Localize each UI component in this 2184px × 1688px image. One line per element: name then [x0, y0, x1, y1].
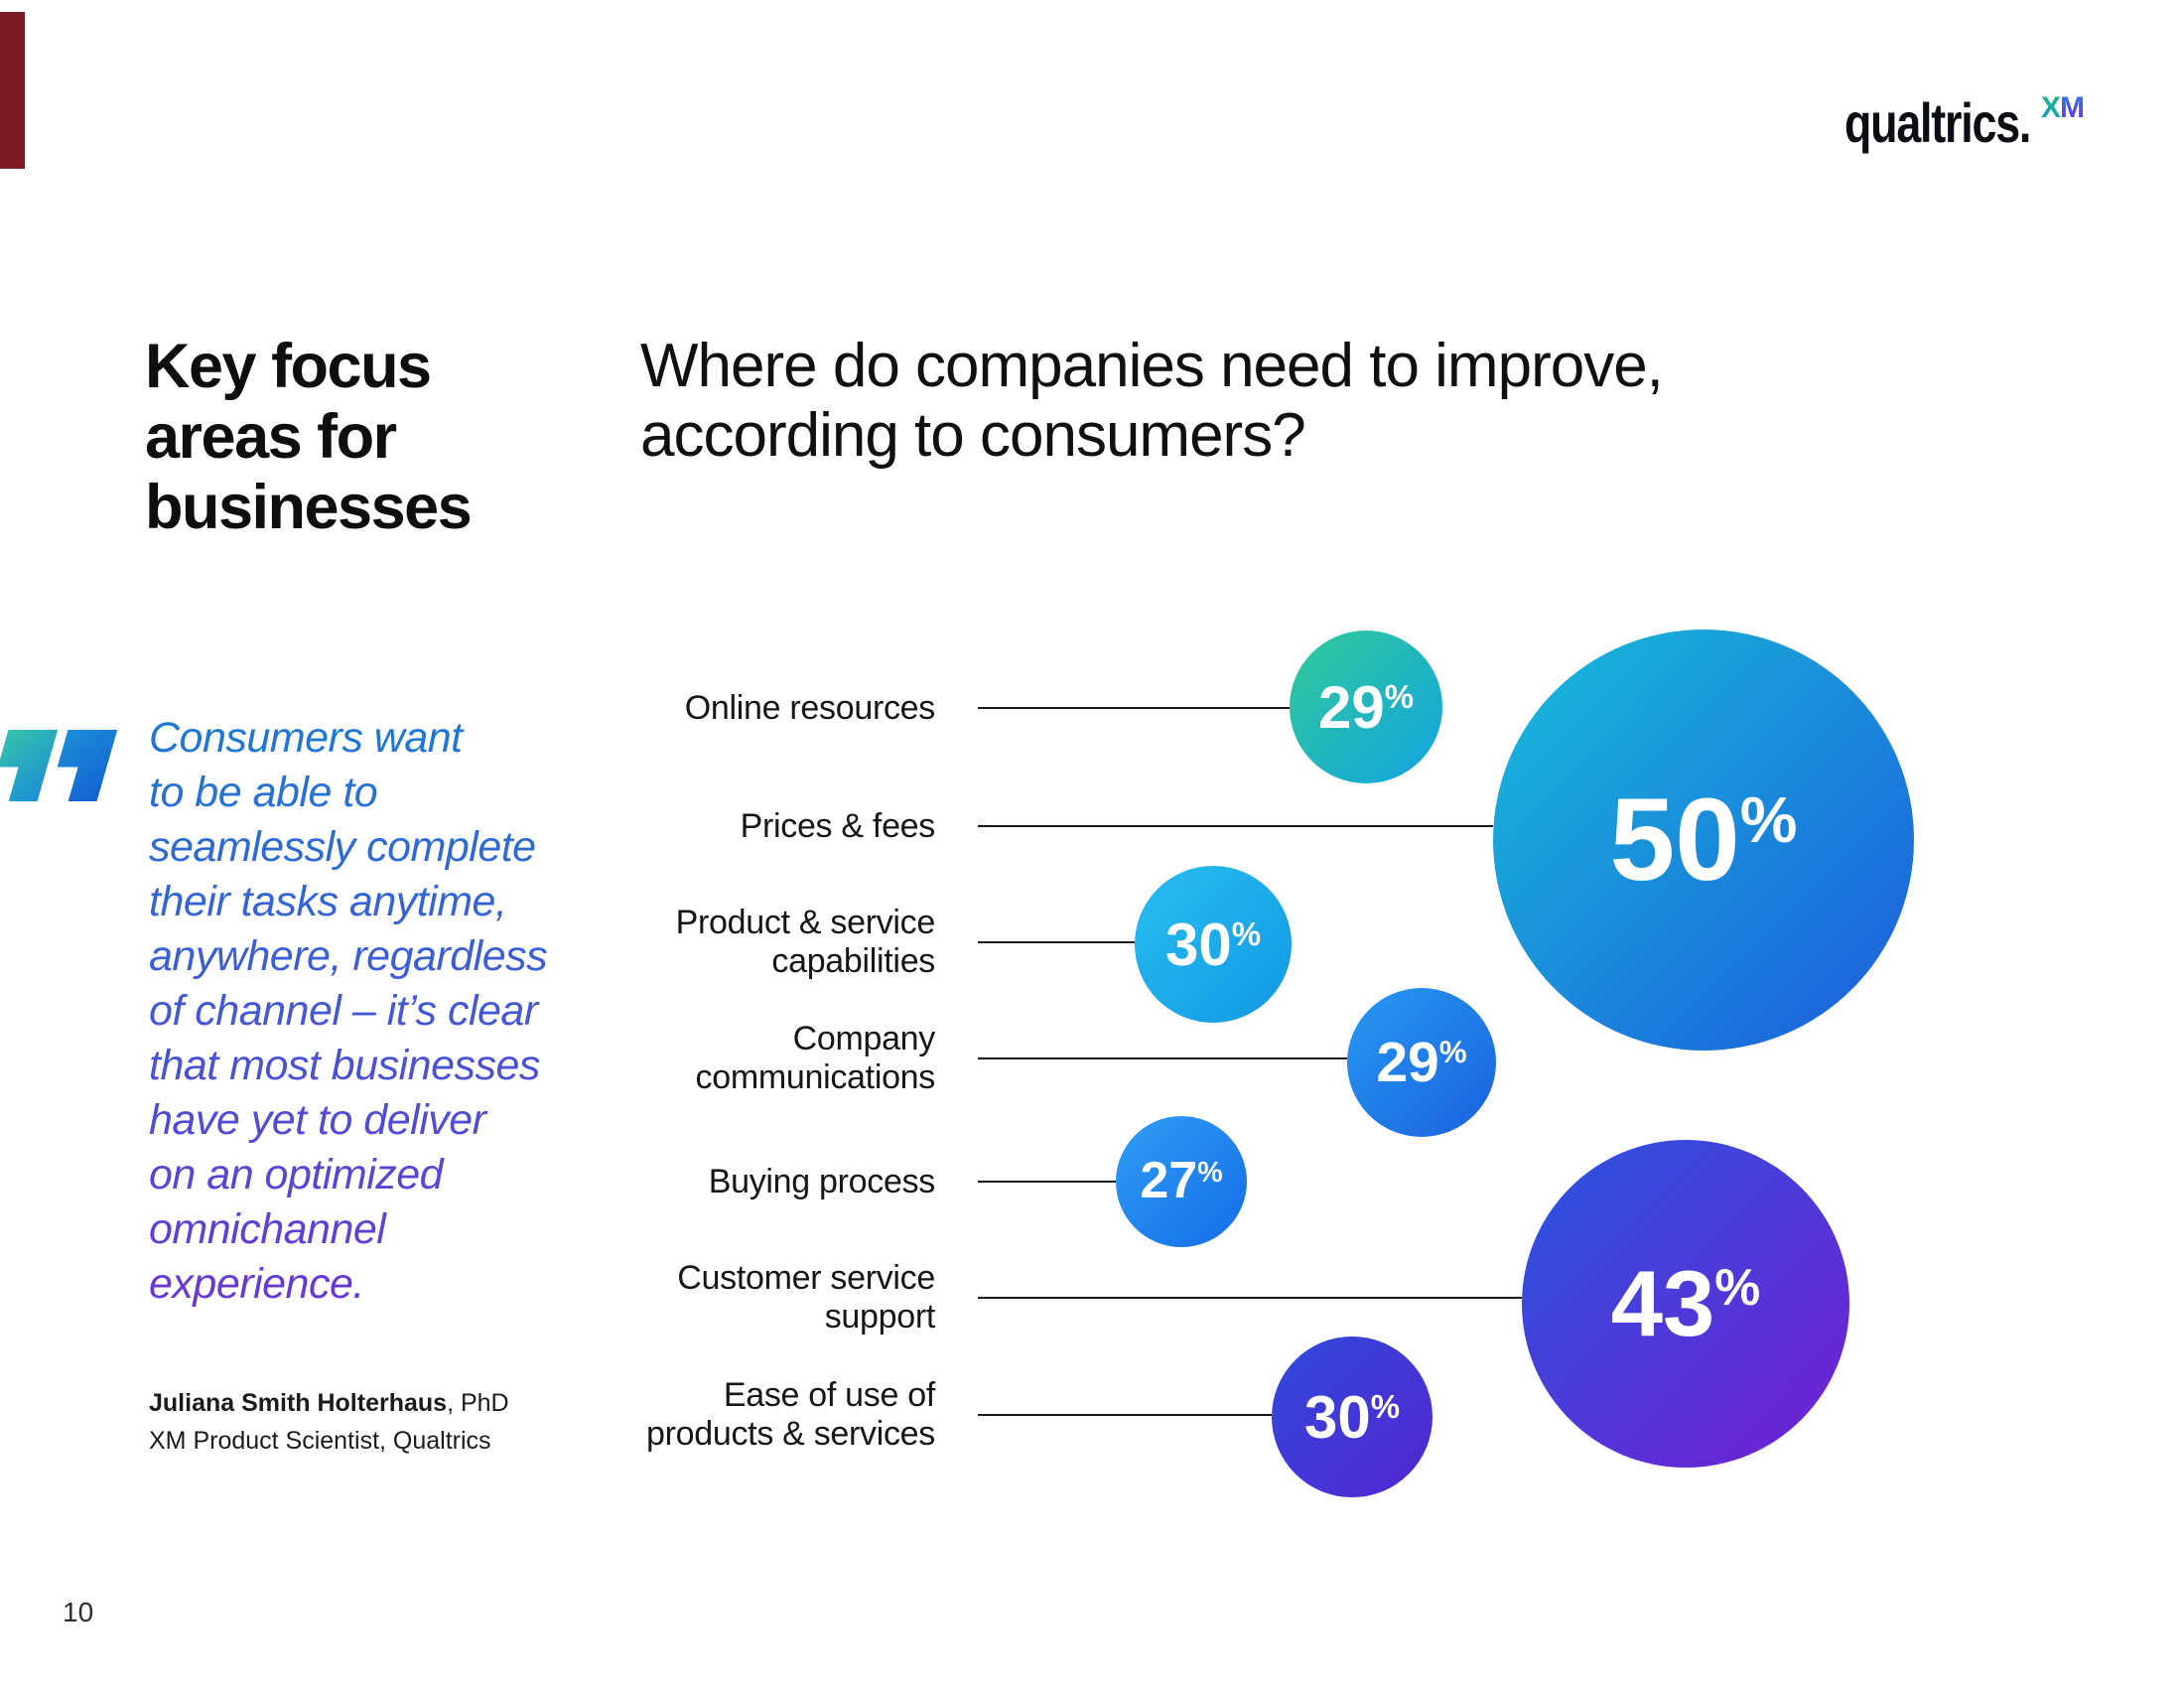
- bubble-label-ease-of-use: Ease of use of products & services: [646, 1376, 935, 1453]
- bubble-percent-sign: %: [1739, 783, 1798, 857]
- quote-mark-left: [0, 730, 58, 801]
- bubble-label-online-resources: Online resources: [684, 688, 936, 727]
- pull-quote: Consumers want to be able to seamlessly …: [149, 711, 615, 1312]
- page-accent-bar: [0, 12, 25, 169]
- chart-heading: Where do companies need to improve, acco…: [640, 332, 1664, 470]
- bubble-value: 29: [1376, 1030, 1439, 1094]
- connector-line-buying-process: [978, 1181, 1116, 1183]
- bubble-online-resources: 29%: [1290, 631, 1442, 783]
- bubble-value: 30: [1303, 1383, 1371, 1451]
- page-number: 10: [63, 1597, 94, 1627]
- bubble-label-product-service-capabilities: Product & service capabilities: [675, 904, 936, 980]
- attribution-role: XM Product Scientist, Qualtrics: [149, 1427, 491, 1455]
- quotation-marks-icon: [0, 730, 115, 803]
- bubble-label-buying-process: Buying process: [708, 1162, 936, 1200]
- bubble-percent-sign: %: [1370, 1388, 1401, 1426]
- connector-line-prices-fees: [978, 825, 1493, 827]
- bubble-label-customer-service-support: Customer service support: [677, 1259, 935, 1336]
- bubble-value: 43: [1610, 1251, 1715, 1356]
- connector-line-online-resources: [978, 707, 1290, 709]
- bubble-value: 29: [1317, 673, 1385, 741]
- bubble-value: 27: [1140, 1152, 1198, 1210]
- qualtrics-wordmark: qualtrics.: [1844, 91, 2031, 154]
- bubble-percent-sign: %: [1438, 1035, 1467, 1070]
- bubble-buying-process: 27%: [1116, 1116, 1247, 1247]
- bubble-percent-sign: %: [1384, 678, 1415, 716]
- bubble-product-service-capabilities: 30%: [1135, 866, 1292, 1023]
- bubble-company-communications: 29%: [1347, 988, 1496, 1137]
- bubble-percent-sign: %: [1714, 1258, 1761, 1317]
- connector-line-ease-of-use: [978, 1414, 1272, 1416]
- bubble-percent-sign: %: [1197, 1156, 1223, 1189]
- connector-line-customer-service-support: [978, 1297, 1522, 1299]
- bubble-ease-of-use: 30%: [1272, 1336, 1433, 1497]
- bubble-prices-fees: 50%: [1493, 630, 1914, 1051]
- page-title: Key focus areas for businesses: [145, 332, 473, 542]
- quote-attribution: Juliana Smith Holterhaus, PhD XM Product…: [149, 1384, 509, 1460]
- bubble-value: 50: [1609, 774, 1740, 906]
- bubble-percent-sign: %: [1231, 915, 1262, 953]
- attribution-suffix: , PhD: [447, 1389, 509, 1417]
- attribution-name: Juliana Smith Holterhaus: [149, 1389, 448, 1417]
- bubble-label-company-communications: Company communications: [695, 1020, 936, 1096]
- connector-line-company-communications: [978, 1057, 1347, 1059]
- bubble-value: 30: [1164, 911, 1232, 978]
- attribution-name-line: Juliana Smith Holterhaus, PhD: [149, 1384, 509, 1422]
- connector-line-product-service-capabilities: [978, 941, 1135, 943]
- quote-mark-right: [48, 730, 118, 801]
- bubble-customer-service-support: 43%: [1522, 1140, 1849, 1468]
- bubble-label-prices-fees: Prices & fees: [740, 806, 936, 845]
